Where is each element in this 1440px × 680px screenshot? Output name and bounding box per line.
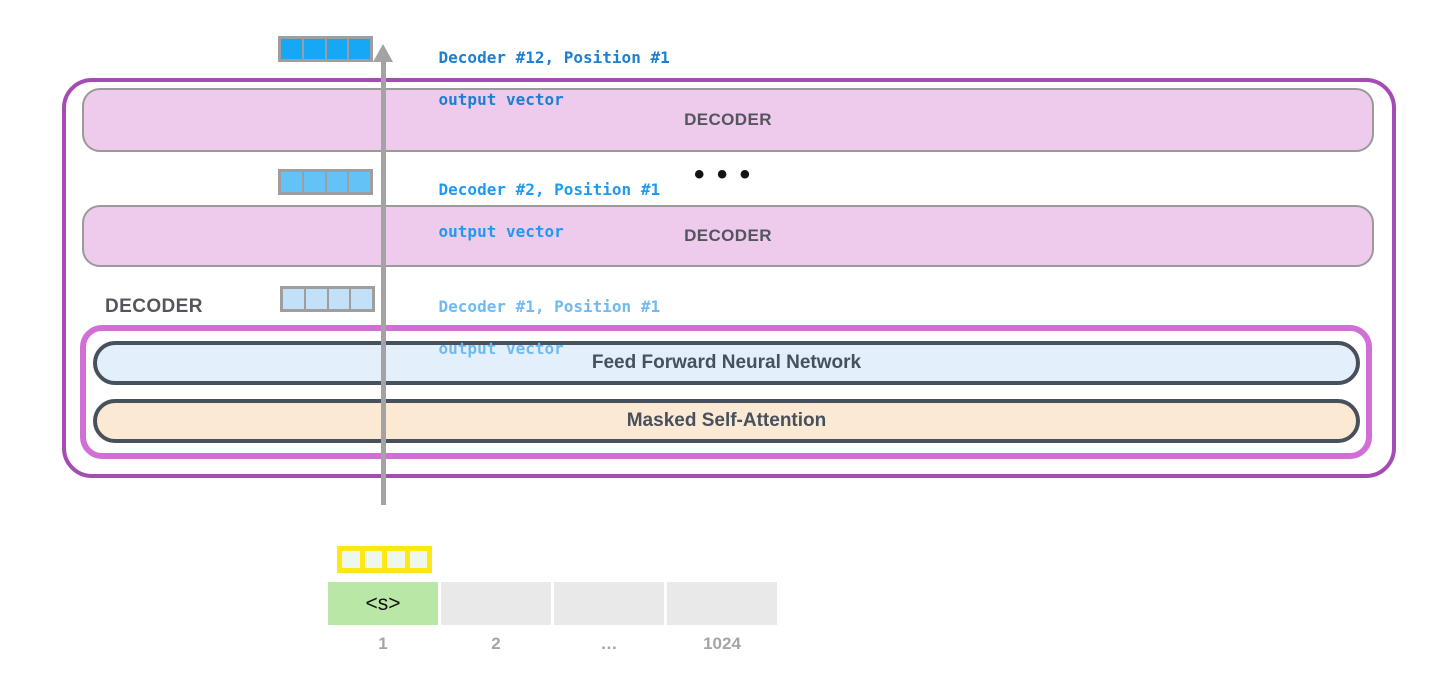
position-label-row: 1 2 … 1024 bbox=[328, 634, 777, 654]
position-label: … bbox=[600, 634, 618, 653]
decoder-1-annotation: Decoder #1, Position #1 output vector bbox=[400, 275, 661, 380]
annotation-line: Decoder #1, Position #1 bbox=[438, 297, 661, 316]
decoder-2-label: DECODER bbox=[684, 226, 772, 245]
vector-cell bbox=[326, 172, 348, 192]
decoder-2-output-vector bbox=[278, 169, 373, 195]
masked-self-attention-label: Masked Self-Attention bbox=[626, 410, 827, 431]
masked-self-attention-layer: Masked Self-Attention bbox=[93, 399, 1360, 443]
decoder-12-box: DECODER bbox=[82, 88, 1374, 152]
position-label: 2 bbox=[491, 634, 501, 653]
flow-arrow-shaft bbox=[381, 60, 386, 505]
annotation-line: output vector bbox=[438, 90, 564, 109]
vector-cell bbox=[387, 551, 405, 568]
token-cell bbox=[441, 582, 551, 625]
flow-arrow-head-icon bbox=[373, 44, 393, 62]
vector-cell bbox=[283, 289, 304, 309]
vector-cell bbox=[281, 39, 302, 59]
vector-cell bbox=[281, 172, 302, 192]
vector-cell bbox=[326, 39, 348, 59]
vector-cell bbox=[303, 39, 325, 59]
vector-cell bbox=[305, 289, 327, 309]
token-cell bbox=[554, 582, 664, 625]
decoder-2-box: DECODER bbox=[82, 205, 1374, 267]
vector-cell bbox=[328, 289, 350, 309]
token-cell: <s> bbox=[328, 582, 438, 625]
annotation-line: Decoder #2, Position #1 bbox=[438, 180, 661, 199]
position-label: 1 bbox=[378, 634, 388, 653]
decoder-2-annotation: Decoder #2, Position #1 output vector bbox=[400, 158, 661, 263]
feed-forward-label: Feed Forward Neural Network bbox=[591, 352, 862, 373]
decoder-1-side-label: DECODER bbox=[105, 296, 203, 317]
vector-cell bbox=[349, 39, 370, 59]
stack-ellipsis: • • • bbox=[694, 158, 753, 191]
vector-cell bbox=[364, 551, 382, 568]
vector-cell bbox=[349, 172, 370, 192]
vector-cell bbox=[342, 551, 360, 568]
vector-cell bbox=[303, 172, 325, 192]
annotation-line: output vector bbox=[438, 222, 564, 241]
decoder-12-annotation: Decoder #12, Position #1 output vector bbox=[400, 26, 670, 131]
decoder-1-output-vector bbox=[280, 286, 375, 312]
input-token-row: <s> bbox=[328, 582, 777, 625]
decoder-12-output-vector bbox=[278, 36, 373, 62]
vector-cell bbox=[351, 289, 372, 309]
feed-forward-layer: Feed Forward Neural Network bbox=[93, 341, 1360, 385]
annotation-line: Decoder #12, Position #1 bbox=[438, 48, 670, 67]
token-cell bbox=[667, 582, 777, 625]
vector-cell bbox=[409, 551, 427, 568]
position-label: 1024 bbox=[703, 634, 741, 653]
annotation-line: output vector bbox=[438, 339, 564, 358]
token-embedding-vector bbox=[337, 546, 432, 573]
decoder-12-label: DECODER bbox=[684, 110, 772, 129]
